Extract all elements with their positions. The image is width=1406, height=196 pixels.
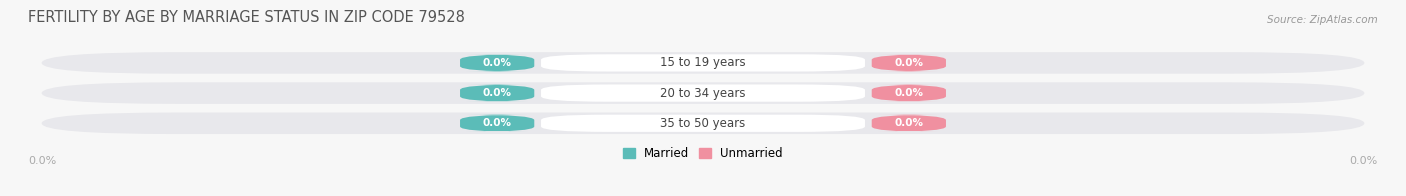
FancyBboxPatch shape <box>460 84 534 102</box>
Text: Source: ZipAtlas.com: Source: ZipAtlas.com <box>1267 15 1378 25</box>
Text: 15 to 19 years: 15 to 19 years <box>661 56 745 69</box>
FancyBboxPatch shape <box>42 52 1364 74</box>
FancyBboxPatch shape <box>42 82 1364 104</box>
Text: 0.0%: 0.0% <box>482 58 512 68</box>
Text: 0.0%: 0.0% <box>1350 156 1378 166</box>
FancyBboxPatch shape <box>872 84 946 102</box>
FancyBboxPatch shape <box>460 54 534 72</box>
Text: 0.0%: 0.0% <box>894 118 924 128</box>
FancyBboxPatch shape <box>541 54 865 72</box>
Text: 0.0%: 0.0% <box>894 88 924 98</box>
FancyBboxPatch shape <box>872 115 946 132</box>
Text: 20 to 34 years: 20 to 34 years <box>661 87 745 100</box>
FancyBboxPatch shape <box>541 115 865 132</box>
Legend: Married, Unmarried: Married, Unmarried <box>619 142 787 165</box>
Text: 0.0%: 0.0% <box>482 118 512 128</box>
FancyBboxPatch shape <box>541 84 865 102</box>
FancyBboxPatch shape <box>42 113 1364 134</box>
FancyBboxPatch shape <box>460 115 534 132</box>
Text: 0.0%: 0.0% <box>894 58 924 68</box>
Text: 0.0%: 0.0% <box>482 88 512 98</box>
FancyBboxPatch shape <box>872 54 946 72</box>
Text: 35 to 50 years: 35 to 50 years <box>661 117 745 130</box>
Text: FERTILITY BY AGE BY MARRIAGE STATUS IN ZIP CODE 79528: FERTILITY BY AGE BY MARRIAGE STATUS IN Z… <box>28 10 465 25</box>
Text: 0.0%: 0.0% <box>28 156 56 166</box>
